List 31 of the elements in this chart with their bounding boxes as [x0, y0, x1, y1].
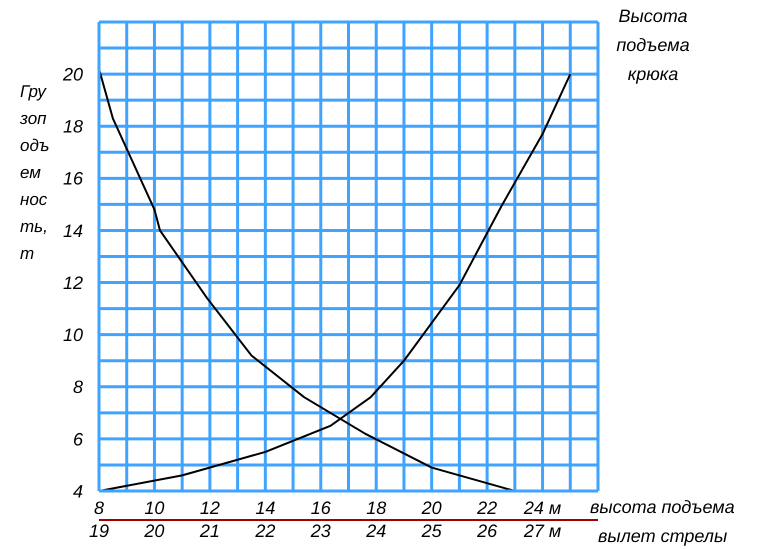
y-tick-label: 4 — [72, 481, 83, 502]
x-tick-label: 12 — [200, 498, 220, 518]
text: Высота подъема крюка — [615, 5, 691, 86]
x2-axis-title: вылет стрелы — [598, 526, 728, 547]
y-tick-label: 10 — [62, 325, 83, 346]
y-tick-label: 8 — [72, 377, 83, 398]
x-tick-label: 14 — [255, 498, 276, 518]
x2-tick-label: 20 — [144, 521, 164, 542]
x2-tick-label: 19 — [88, 521, 110, 542]
x2-tick-label: 26 — [477, 521, 498, 542]
x2-tick-label: 27 м — [524, 521, 562, 542]
y-tick-label: 20 — [62, 64, 83, 84]
y-tick-label: 12 — [62, 272, 83, 293]
y-tick-label: 18 — [62, 116, 83, 137]
y-tick-label: 14 — [62, 220, 83, 241]
y-tick-label: 6 — [72, 429, 84, 450]
x2-tick-label: 21 — [200, 521, 220, 542]
x-axis-title: высота подъема — [590, 497, 735, 518]
x-tick-label: 24 м — [522, 498, 562, 518]
x-tick-label: 8 — [94, 498, 104, 518]
x-tick-label: 20 — [420, 498, 442, 518]
x2-tick-label: 24 — [366, 521, 386, 542]
x-tick-label: 18 — [366, 498, 386, 518]
x-tick-label: 10 — [144, 498, 164, 518]
x-tick-label: 22 — [476, 498, 498, 518]
x2-tick-label: 23 — [310, 521, 331, 542]
x2-tick-label: 22 — [255, 521, 276, 542]
y-tick-label: 16 — [62, 168, 84, 189]
x-tick-label: 16 — [310, 498, 332, 518]
x2-tick-label: 25 — [422, 521, 442, 542]
y-axis-title: Грузоподъемность, т — [20, 81, 50, 265]
